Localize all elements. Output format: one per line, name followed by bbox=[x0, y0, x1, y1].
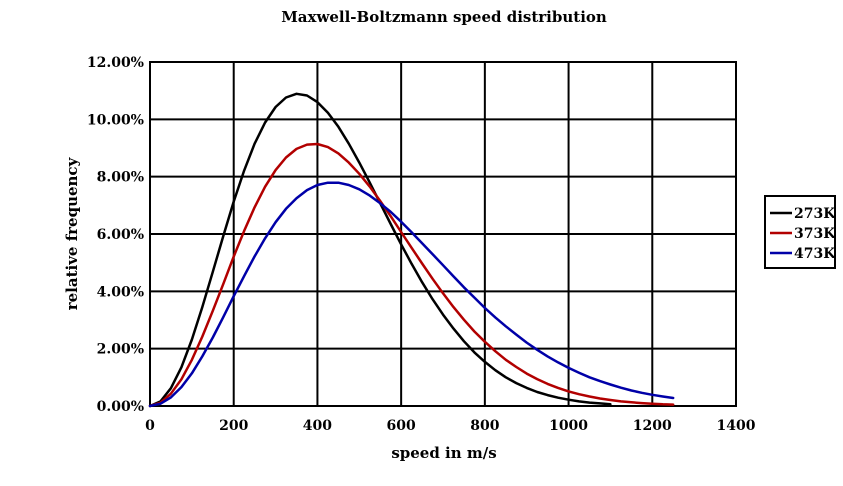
legend-label-373K: 373K bbox=[794, 226, 836, 242]
y-tick-label: 6.00% bbox=[97, 227, 144, 243]
x-tick-label: 200 bbox=[219, 418, 248, 434]
y-tick-label: 2.00% bbox=[97, 342, 144, 358]
series-lines bbox=[148, 92, 675, 408]
x-tick-label: 1200 bbox=[633, 418, 672, 434]
gridlines bbox=[149, 61, 737, 407]
y-tick-label: 8.00% bbox=[97, 170, 144, 186]
x-tick-label: 800 bbox=[470, 418, 499, 434]
x-tick-labels: 0 200 400 600 800 1000 1200 1400 bbox=[145, 418, 756, 434]
x-tick-label: 1400 bbox=[717, 418, 756, 434]
series-line-273K bbox=[148, 92, 612, 408]
plot-frame bbox=[149, 61, 737, 407]
y-tick-label: 4.00% bbox=[97, 284, 144, 300]
y-tick-label: 10.00% bbox=[87, 112, 144, 128]
x-axis-label: speed in m/s bbox=[391, 444, 496, 462]
x-tick-label: 400 bbox=[303, 418, 332, 434]
chart-title: Maxwell-Boltzmann speed distribution bbox=[281, 8, 607, 26]
legend-label-473K: 473K bbox=[794, 246, 836, 262]
x-tick-label: 1000 bbox=[549, 418, 588, 434]
legend: 273K 373K 473K bbox=[764, 195, 836, 269]
series-line-473K bbox=[148, 181, 675, 408]
y-axis-label: relative frequency bbox=[63, 156, 81, 310]
y-tick-labels: 0.00% 2.00% 4.00% 6.00% 8.00% 10.00% 12.00% bbox=[87, 55, 144, 415]
x-tick-label: 0 bbox=[145, 418, 155, 434]
y-tick-label: 12.00% bbox=[87, 55, 144, 71]
x-tick-label: 600 bbox=[387, 418, 416, 434]
y-tick-label: 0.00% bbox=[97, 399, 144, 415]
series-line-373K bbox=[148, 142, 675, 408]
legend-label-273K: 273K bbox=[794, 206, 836, 222]
